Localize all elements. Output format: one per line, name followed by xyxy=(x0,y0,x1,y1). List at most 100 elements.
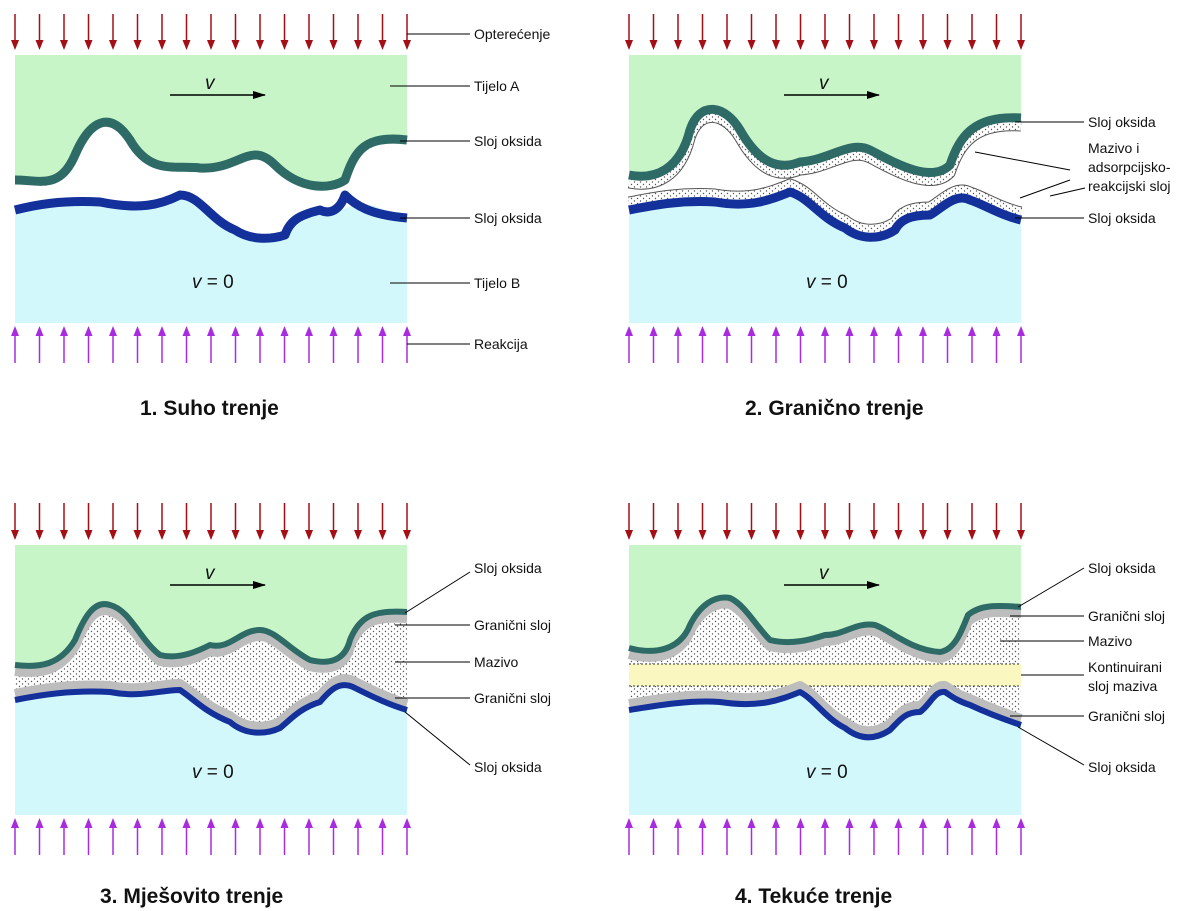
load-arrow xyxy=(772,503,780,540)
reaction-arrow xyxy=(649,818,658,855)
load-arrow xyxy=(845,14,854,50)
reaction-arrow xyxy=(354,818,362,855)
load-arrow xyxy=(796,503,805,540)
caption: 1. Suho trenje xyxy=(140,397,279,420)
velocity-symbol: v xyxy=(819,563,830,584)
load-arrow xyxy=(109,14,117,50)
load-arrow xyxy=(35,14,44,50)
oxide-layer-bottom xyxy=(13,190,408,243)
label-oxide-bottom: Sloj oksida xyxy=(474,759,542,775)
reaction-arrow xyxy=(35,326,44,363)
reaction-arrow xyxy=(84,326,93,363)
reaction-arrow xyxy=(919,818,927,855)
reaction-arrow xyxy=(207,818,215,855)
velocity-symbol: v xyxy=(205,73,216,94)
label-boundary-bottom: Granični sloj xyxy=(474,690,551,706)
load-arrow xyxy=(378,503,387,540)
load-arrow xyxy=(919,14,927,50)
reaction-arrow xyxy=(772,326,780,363)
label-oxide-bottom: Sloj oksida xyxy=(474,210,542,226)
label-film-line2: sloj maziva xyxy=(1088,678,1157,694)
load-arrow xyxy=(11,14,19,50)
load-arrow xyxy=(207,503,215,540)
load-arrow xyxy=(84,503,93,540)
reaction-arrow xyxy=(919,326,927,363)
panel-boundary-friction: v v = 0 Sloj oksida Mazivo i adsorpcijsk… xyxy=(625,14,1171,420)
load-arrow xyxy=(919,503,927,540)
reaction-arrow xyxy=(625,818,633,855)
reaction-arrow xyxy=(674,326,682,363)
label-oxide-bottom: Sloj oksida xyxy=(1088,210,1156,226)
label-reaction: Reakcija xyxy=(474,336,528,352)
panel-fluid-friction: v v = 0 Sloj oksida Granični sloj Mazivo… xyxy=(625,503,1165,908)
load-arrow xyxy=(674,503,682,540)
oxide-layer-top xyxy=(14,601,408,669)
load-arrow xyxy=(845,503,854,540)
load-arrow xyxy=(625,14,633,50)
load-arrow xyxy=(305,503,313,540)
load-arrow xyxy=(992,503,1001,540)
oxide-layer-top xyxy=(628,104,1022,181)
reaction-arrow xyxy=(207,326,215,363)
load-arrow xyxy=(305,14,313,50)
reaction-arrow xyxy=(821,818,829,855)
reaction-arrow xyxy=(796,818,805,855)
load-arrow xyxy=(207,14,215,50)
label-lubricant-line3: reakcijski sloj xyxy=(1088,178,1170,194)
reaction-arrow xyxy=(231,326,240,363)
label-oxide-top: Sloj oksida xyxy=(1088,114,1156,130)
label-oxide-bottom: Sloj oksida xyxy=(1088,759,1156,775)
reaction-arrow xyxy=(11,818,19,855)
load-arrow xyxy=(403,14,411,50)
load-arrow xyxy=(968,503,976,540)
reaction-arrow xyxy=(992,818,1001,855)
load-arrow xyxy=(403,503,411,540)
reaction-arrow xyxy=(60,818,68,855)
label-boundary-top: Granični sloj xyxy=(1088,608,1165,624)
load-arrow xyxy=(870,14,878,50)
reaction-arrow xyxy=(305,326,313,363)
reaction-arrow xyxy=(305,818,313,855)
load-arrows xyxy=(11,14,411,50)
load-arrow xyxy=(625,503,633,540)
load-arrow xyxy=(698,503,707,540)
ground-velocity: v = 0 xyxy=(192,272,234,293)
load-arrow xyxy=(747,14,756,50)
reaction-arrow xyxy=(378,818,387,855)
load-arrow xyxy=(378,14,387,50)
label-boundary-top: Granični sloj xyxy=(474,617,551,633)
ground-velocity: v = 0 xyxy=(806,762,848,783)
load-arrow xyxy=(256,14,264,50)
reaction-arrow xyxy=(84,818,93,855)
label-film-line1: Kontinuirani xyxy=(1088,659,1162,675)
load-arrow xyxy=(11,503,19,540)
label-boundary-bottom: Granični sloj xyxy=(1088,708,1165,724)
load-arrow xyxy=(968,14,976,50)
load-arrow xyxy=(182,14,191,50)
load-arrow xyxy=(992,14,1001,50)
reaction-arrow xyxy=(723,818,731,855)
label-lubricant: Mazivo xyxy=(474,654,519,670)
oxide-layer-bottom xyxy=(628,688,1022,741)
reaction-arrow xyxy=(133,326,142,363)
load-arrow xyxy=(354,503,362,540)
load-arrow xyxy=(894,503,903,540)
load-arrow xyxy=(747,503,756,540)
reaction-arrow xyxy=(992,326,1001,363)
reaction-arrow xyxy=(845,818,854,855)
load-arrow xyxy=(943,503,952,540)
oxide-layer-top xyxy=(14,117,408,191)
caption: 2. Granično trenje xyxy=(745,397,924,420)
reaction-arrow xyxy=(894,818,903,855)
load-arrow xyxy=(943,14,952,50)
reaction-arrow xyxy=(723,326,731,363)
reaction-arrow xyxy=(182,818,191,855)
label-lubricant-line2: adsorpcijsko- xyxy=(1088,159,1171,175)
load-arrow xyxy=(84,14,93,50)
reaction-arrow xyxy=(1017,818,1025,855)
reaction-arrows xyxy=(625,818,1025,855)
reaction-arrow xyxy=(403,326,411,363)
velocity-symbol: v xyxy=(819,73,830,94)
caption: 3. Mješovito trenje xyxy=(100,885,283,908)
load-arrow xyxy=(329,503,338,540)
